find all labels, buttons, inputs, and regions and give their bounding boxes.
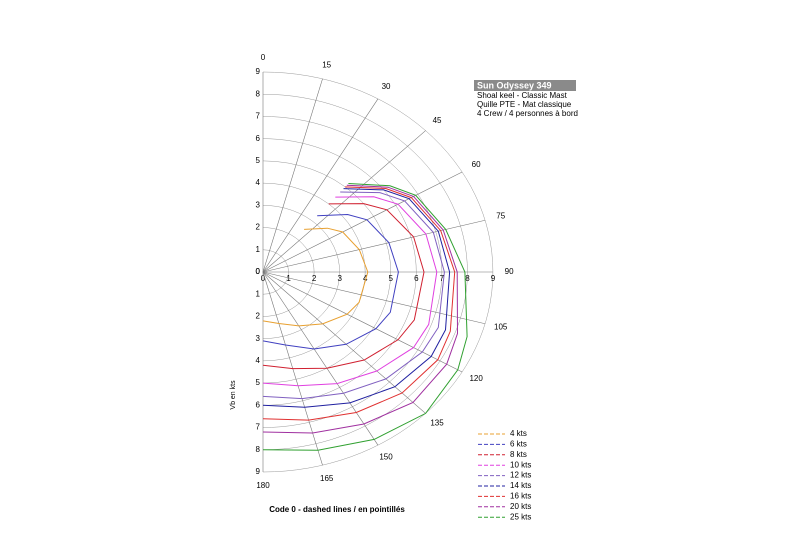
r-tick-label: 2 [256,223,261,232]
angle-tick-label: 60 [472,160,481,169]
r-tick-label: 6 [256,134,261,143]
polar-curve [262,203,425,370]
grid-spoke [262,271,486,325]
angle-tick-label: 0 [261,53,266,62]
r-tick-label: 7 [256,423,261,432]
polar-curve [262,184,459,434]
legend-label: 4 kts [510,429,527,438]
subtitle: Shoal keel - Classic Mast [477,91,568,100]
r-tick-label: 5 [256,378,261,387]
angle-tick-label: 120 [469,374,483,383]
r-tick-label: 5 [389,274,394,283]
polar-curve [262,196,438,387]
footer: Code 0 - dashed lines / en pointillés [269,505,405,514]
angle-tick-label: 150 [379,452,393,461]
angle-tick-label: 90 [505,267,514,276]
polar-curve [262,183,468,451]
r-tick-label: 9 [256,67,261,76]
subtitle: 4 Crew / 4 personnes à bord [477,109,578,118]
angle-tick-label: 75 [496,212,505,221]
r-tick-label: 6 [256,400,261,409]
grid-spoke [262,171,463,273]
legend-label: 8 kts [510,450,527,459]
r-tick-label: 0 [256,267,261,276]
polar-curve [262,186,456,421]
r-tick-label: 7 [440,274,445,283]
r-tick-label: 1 [256,245,261,254]
angle-tick-label: 45 [433,116,442,125]
r-tick-label: 7 [256,112,261,121]
r-tick-label: 2 [256,312,261,321]
r-tick-label: 4 [256,178,261,187]
angle-tick-label: 165 [320,474,334,483]
r-tick-label: 5 [256,156,261,165]
polar-curve [262,227,369,327]
r-tick-label: 3 [256,200,261,209]
legend-label: 25 kts [510,512,531,521]
r-tick-label: 8 [465,274,470,283]
r-tick-label: 2 [312,274,317,283]
chart-title: Sun Odyssey 349 [477,80,552,90]
grid-spoke [262,219,486,273]
legend-label: 16 kts [510,492,531,501]
legend-label: 10 kts [510,460,531,469]
r-tick-label: 9 [491,274,496,283]
grid-spoke [262,271,379,446]
r-tick-label: 8 [256,89,261,98]
grid-spoke [262,98,379,273]
angle-tick-label: 135 [430,418,444,427]
polar-curve [262,213,399,350]
angle-tick-label: 105 [494,322,508,331]
r-tick-label: 1 [256,289,261,298]
legend-label: 12 kts [510,471,531,480]
r-tick-label: 1 [286,274,291,283]
r-tick-label: 6 [414,274,419,283]
polar-curve [262,188,451,408]
r-tick-label: 8 [256,445,261,454]
polar-curve [262,191,445,400]
grid-spoke [262,78,323,273]
angle-tick-label: 15 [322,60,331,69]
grid-spoke [262,271,463,373]
r-tick-label: 9 [256,467,261,476]
grid-spoke [262,130,426,273]
legend-label: 6 kts [510,440,527,449]
angle-tick-label: 180 [256,481,270,490]
r-tick-label: 4 [256,356,261,365]
r-tick-label: 0 [256,267,261,276]
subtitle: Quille PTE - Mat classique [477,100,572,109]
r-tick-label: 3 [256,334,261,343]
r-tick-label: 3 [337,274,342,283]
grid-spoke [262,271,426,414]
y-axis-label: Vb en kts [230,380,237,410]
angle-tick-label: 30 [382,82,391,91]
legend-label: 14 kts [510,481,531,490]
legend-label: 20 kts [510,502,531,511]
title-box [474,80,576,91]
